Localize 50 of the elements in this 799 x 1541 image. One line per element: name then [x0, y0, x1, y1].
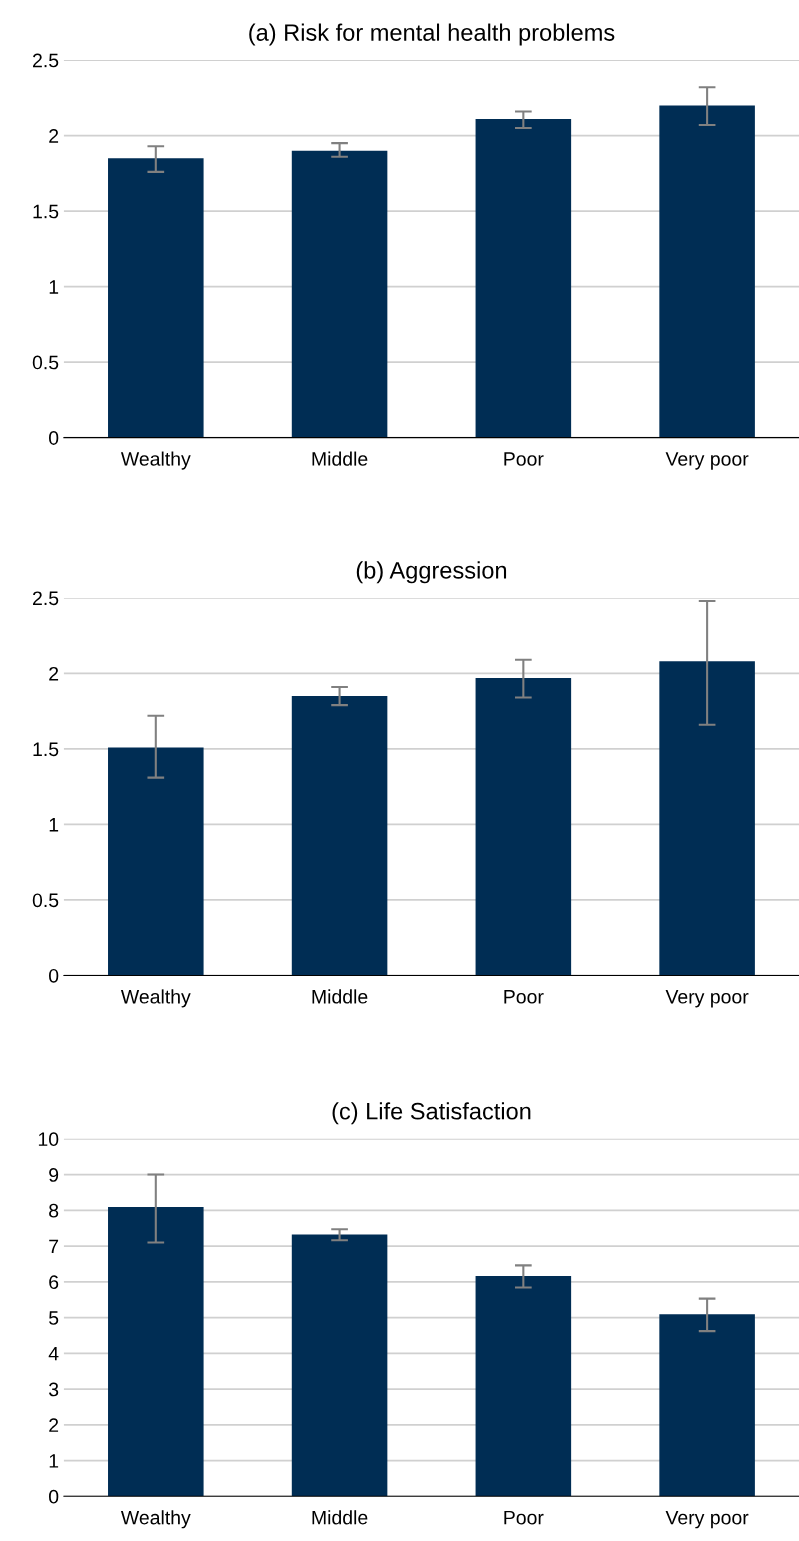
y-tick-label: 1.5: [33, 204, 59, 219]
bar: [659, 1314, 755, 1497]
y-tick-label: 2.5: [33, 53, 59, 68]
y-tick-label: 0: [49, 431, 59, 445]
chart-title: (a) Risk for mental health problems: [249, 23, 615, 46]
y-tick-label: 1: [49, 280, 59, 294]
bar: [659, 661, 755, 976]
y-tick-label: 0.5: [32, 893, 59, 908]
x-tick-label: Middle: [312, 989, 368, 1004]
x-tick-label: Very poor: [665, 1510, 749, 1529]
y-tick-label: 8: [49, 1203, 59, 1218]
chart-title: (c) Life Satisfaction: [332, 1102, 531, 1125]
y-tick-label: 0: [49, 1489, 59, 1504]
bar: [291, 1234, 388, 1497]
y-tick-label: 3: [48, 1382, 59, 1397]
y-tick-label: 4: [48, 1346, 59, 1361]
y-tick-label: 7: [49, 1239, 59, 1254]
y-tick-label: 1.5: [33, 742, 59, 757]
y-tick-label: 9: [49, 1168, 59, 1182]
x-tick-label: Very poor: [665, 452, 749, 470]
y-tick-label: 0: [49, 968, 59, 983]
y-tick-label: 2: [49, 129, 59, 143]
y-tick-label: 1: [49, 1454, 59, 1468]
x-tick-label: Middle: [312, 451, 368, 466]
bar: [475, 1276, 572, 1497]
y-tick-label: 2.5: [33, 591, 59, 606]
x-tick-label: Poor: [504, 990, 544, 1004]
x-tick-label: Wealthy: [120, 1510, 191, 1529]
bar: [108, 1207, 204, 1497]
y-tick-label: 0.5: [32, 355, 59, 370]
x-tick-label: Middle: [312, 1510, 368, 1525]
x-tick-label: Very poor: [665, 990, 749, 1008]
bar: [291, 696, 388, 976]
bar: [475, 119, 572, 438]
y-tick-label: 10: [38, 1132, 59, 1147]
x-tick-label: Wealthy: [120, 989, 191, 1008]
bar: [108, 747, 204, 976]
x-tick-label: Poor: [504, 1510, 544, 1525]
y-tick-label: 2: [49, 1418, 59, 1432]
y-tick-label: 1: [49, 818, 59, 832]
chart-title: (b) Aggression: [356, 561, 507, 584]
x-tick-label: Wealthy: [120, 451, 191, 470]
bar: [475, 677, 572, 976]
bar: [659, 105, 755, 438]
bar: [291, 150, 388, 438]
y-tick-label: 5: [49, 1311, 59, 1325]
y-tick-label: 2: [49, 666, 59, 681]
bar: [108, 158, 204, 438]
y-tick-label: 6: [49, 1275, 59, 1290]
x-tick-label: Poor: [504, 452, 544, 466]
